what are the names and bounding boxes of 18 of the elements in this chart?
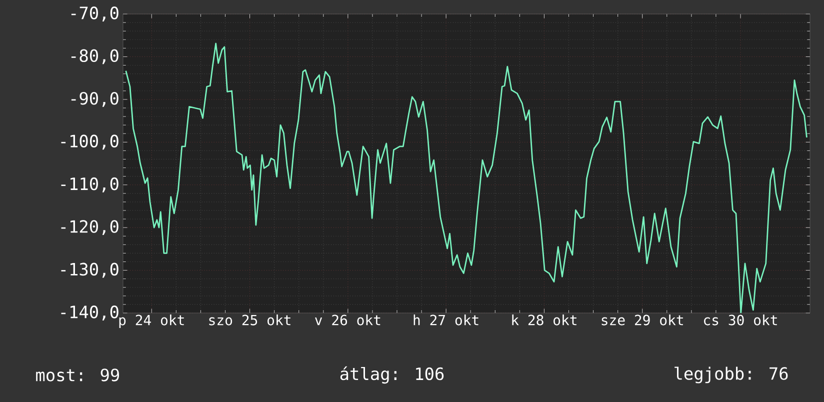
y-tick-label: -140,0 bbox=[61, 306, 118, 320]
y-tick-label: -100,0 bbox=[61, 134, 118, 150]
x-tick-label: sze 29 okt bbox=[602, 314, 683, 326]
x-tick-label: k 28 okt bbox=[512, 314, 576, 326]
y-tick-label: -110,0 bbox=[61, 177, 118, 192]
x-tick-label: szo 25 okt bbox=[209, 314, 290, 326]
x-tick-label: h 27 okt bbox=[414, 314, 478, 326]
y-tick-label: -70,0 bbox=[71, 6, 118, 22]
y-tick-label: -80,0 bbox=[71, 49, 118, 64]
y-tick-label: -130,0 bbox=[61, 262, 118, 278]
x-tick-label: p 24 okt bbox=[119, 314, 184, 328]
x-tick-label: v 26 okt bbox=[315, 314, 380, 326]
x-tick-label: cs 30 okt bbox=[704, 314, 777, 326]
y-tick-label: -120,0 bbox=[61, 220, 118, 236]
text: legjobb: 76 bbox=[674, 366, 788, 384]
text: most: 99 bbox=[36, 368, 120, 382]
text: átlag: 106 bbox=[340, 366, 444, 384]
y-tick-label: -90,0 bbox=[71, 92, 118, 107]
